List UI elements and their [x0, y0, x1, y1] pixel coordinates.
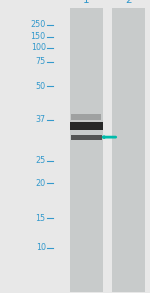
- Bar: [70, 122, 103, 130]
- Text: 37: 37: [36, 115, 46, 124]
- Bar: [71, 114, 101, 120]
- Bar: [70, 135, 102, 140]
- Text: 50: 50: [36, 82, 46, 91]
- Text: 150: 150: [31, 32, 46, 41]
- Bar: [112, 8, 145, 292]
- Text: 1: 1: [83, 0, 90, 5]
- Text: 10: 10: [36, 243, 46, 252]
- Text: 2: 2: [125, 0, 132, 5]
- Text: 15: 15: [36, 214, 46, 223]
- Text: 25: 25: [36, 156, 46, 165]
- Text: 20: 20: [36, 179, 46, 188]
- Bar: [70, 8, 103, 292]
- Text: 75: 75: [36, 57, 46, 66]
- Text: 250: 250: [30, 21, 46, 29]
- Text: 100: 100: [31, 43, 46, 52]
